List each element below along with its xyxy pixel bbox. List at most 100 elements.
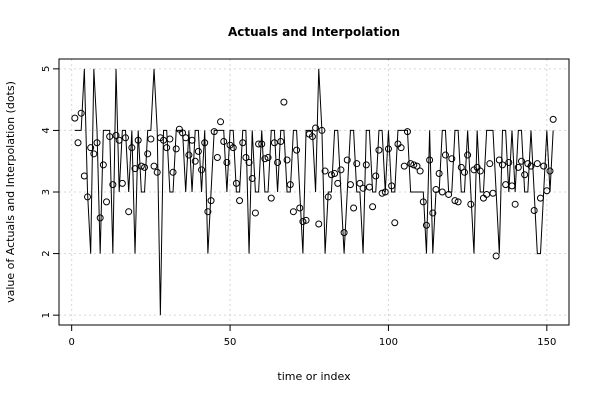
actual-point xyxy=(207,197,215,205)
actual-point xyxy=(160,136,168,144)
actual-point xyxy=(277,138,285,146)
actual-point xyxy=(96,214,104,222)
actual-point xyxy=(299,218,307,226)
actual-point xyxy=(150,162,158,170)
actual-point xyxy=(413,162,421,170)
actual-point xyxy=(270,139,278,147)
actual-point xyxy=(533,160,541,168)
actual-point xyxy=(213,154,221,162)
actual-point xyxy=(495,156,503,164)
actual-point xyxy=(407,160,415,168)
y-tick-label: 1 xyxy=(41,312,52,318)
x-tick-label: 150 xyxy=(537,337,556,348)
actual-point xyxy=(175,125,183,133)
x-axis-label: time or index xyxy=(277,370,351,383)
actual-point xyxy=(457,163,465,171)
actual-point xyxy=(527,162,535,170)
actual-point xyxy=(185,151,193,159)
actual-point xyxy=(289,208,297,216)
actual-point xyxy=(242,154,250,162)
actual-point xyxy=(274,158,282,166)
actual-point xyxy=(359,184,367,192)
actual-point xyxy=(204,208,212,216)
actual-point xyxy=(239,139,247,147)
actual-point xyxy=(77,109,85,117)
actual-point xyxy=(432,186,440,194)
actual-point xyxy=(391,219,399,227)
actual-point xyxy=(103,198,111,206)
actual-point xyxy=(530,206,538,214)
interpolation-line xyxy=(74,68,554,316)
actual-point xyxy=(134,136,142,144)
actual-point xyxy=(521,171,529,179)
x-tick-label: 50 xyxy=(224,337,237,348)
actual-point xyxy=(191,157,199,165)
actual-point xyxy=(362,161,370,169)
actual-point xyxy=(375,146,383,154)
actual-point xyxy=(182,134,190,142)
actual-point xyxy=(356,179,364,187)
series-layer xyxy=(71,68,557,316)
actual-point xyxy=(381,188,389,196)
actual-point xyxy=(517,157,525,165)
actual-point xyxy=(188,136,196,144)
actual-point xyxy=(267,194,275,202)
actual-point xyxy=(419,198,427,206)
actual-point xyxy=(448,155,456,163)
y-tick-label: 2 xyxy=(41,250,52,256)
actual-point xyxy=(441,151,449,159)
actual-point xyxy=(122,134,130,142)
x-tick-label: 100 xyxy=(379,337,398,348)
actual-point xyxy=(169,168,177,176)
actual-point xyxy=(229,144,237,152)
actual-point xyxy=(172,145,180,153)
actual-point xyxy=(350,204,358,212)
actual-point xyxy=(261,155,269,163)
y-tick-label: 5 xyxy=(41,66,52,72)
actual-point xyxy=(340,229,348,237)
actual-point xyxy=(337,166,345,174)
actual-point xyxy=(324,193,332,201)
actual-point xyxy=(498,161,506,169)
actual-point xyxy=(460,168,468,176)
actual-point xyxy=(71,114,79,122)
actual-point xyxy=(223,158,231,166)
actual-point xyxy=(479,194,487,202)
actual-point xyxy=(546,167,554,175)
chart-title: Actuals and Interpolation xyxy=(228,25,400,39)
actual-point xyxy=(210,128,218,136)
actual-point xyxy=(220,138,228,146)
actual-point xyxy=(422,221,430,229)
actual-point xyxy=(486,160,494,168)
actual-point xyxy=(166,135,174,143)
actual-point xyxy=(540,162,548,170)
actual-point xyxy=(80,172,88,180)
actual-point xyxy=(502,181,510,189)
y-axis-label: value of Actuals and Interpolation (dots… xyxy=(4,81,17,303)
actual-point xyxy=(179,129,187,137)
actual-point xyxy=(84,193,92,201)
actual-point xyxy=(346,181,354,189)
actual-point xyxy=(321,167,329,175)
actual-point xyxy=(153,168,161,176)
actual-point xyxy=(464,151,472,159)
y-tick-label: 3 xyxy=(41,189,52,195)
actual-point xyxy=(131,165,139,173)
actual-point xyxy=(312,124,320,132)
actual-point xyxy=(296,204,304,212)
actual-point xyxy=(365,183,373,191)
y-tick-label: 4 xyxy=(41,127,52,133)
actual-point xyxy=(489,189,497,197)
actual-point xyxy=(416,167,424,175)
actual-point xyxy=(438,188,446,196)
actual-point xyxy=(251,209,259,217)
actual-point xyxy=(353,160,361,168)
actual-point xyxy=(315,220,323,228)
actual-point xyxy=(549,115,557,123)
actual-point xyxy=(128,144,136,152)
actual-point xyxy=(505,158,513,166)
actual-point xyxy=(426,156,434,164)
actual-point xyxy=(343,156,351,164)
actual-point xyxy=(125,208,133,216)
